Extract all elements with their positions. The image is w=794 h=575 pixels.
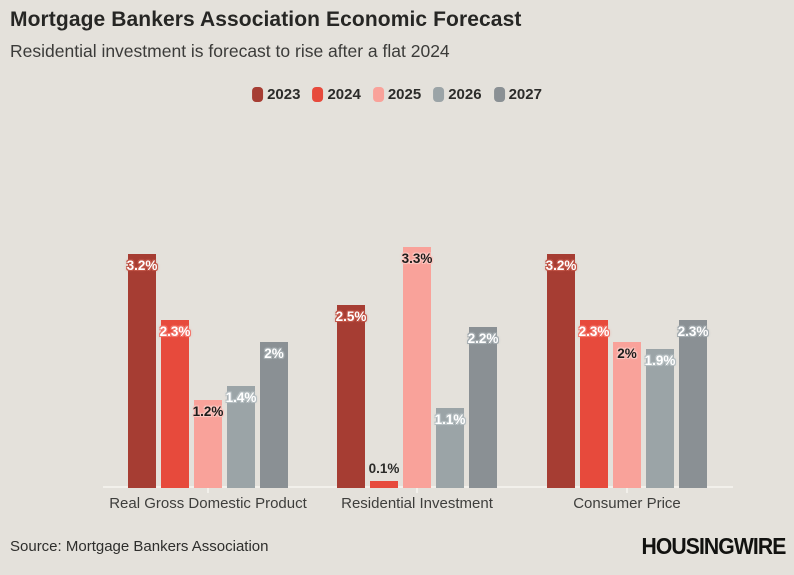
bar-value-label: 2.3% — [677, 324, 709, 339]
bar-value-label: 2.2% — [467, 331, 499, 346]
bar-2024-consumer-price — [580, 320, 608, 488]
bar-value-label: 1.9% — [644, 353, 676, 368]
bar-2024-residential-investment — [370, 481, 398, 488]
bar-value-label: 3.2% — [545, 258, 577, 273]
legend-year-label: 2025 — [387, 86, 422, 103]
legend-swatch — [433, 87, 445, 102]
bar-2023-residential-investment — [337, 305, 365, 488]
bar-2023-consumer-price — [547, 254, 575, 488]
bar-2027-residential-investment — [469, 327, 497, 488]
bar-value-label: 1.1% — [434, 412, 466, 427]
source-attribution: Source: Mortgage Bankers Association — [10, 538, 269, 555]
legend-item-2025: 2025 — [372, 86, 422, 103]
x-axis-tick — [207, 488, 209, 493]
legend-item-2023: 2023 — [252, 86, 300, 103]
legend-swatch — [493, 87, 505, 102]
legend-year-label: 2027 — [508, 86, 542, 103]
category-label-residential-investment: Residential Investment — [341, 495, 493, 512]
legend-year-label: 2024 — [327, 86, 361, 103]
legend-year-label: 2026 — [448, 86, 482, 103]
bar-value-label: 1.2% — [192, 404, 224, 419]
bar-2027-real-gross-domestic-product — [260, 342, 288, 488]
chart-subtitle: Residential investment is forecast to ri… — [10, 41, 450, 61]
bar-2026-real-gross-domestic-product — [227, 386, 255, 488]
legend-swatch — [252, 87, 264, 102]
bar-value-label: 2% — [264, 346, 284, 361]
bar-2025-residential-investment — [403, 247, 431, 488]
legend: 2023 2024 2025 2026 2027 — [252, 86, 542, 103]
legend-item-2024: 2024 — [312, 86, 361, 103]
x-axis-tick — [626, 488, 628, 493]
bar-value-label: 1.4% — [225, 390, 257, 405]
bar-2025-consumer-price — [613, 342, 641, 488]
category-label-real-gross-domestic-product: Real Gross Domestic Product — [109, 495, 307, 512]
bar-value-label: 2.3% — [159, 324, 191, 339]
bar-2026-consumer-price — [646, 349, 674, 488]
bar-value-label: 2.5% — [335, 309, 367, 324]
bar-2027-consumer-price — [679, 320, 707, 488]
chart-title: Mortgage Bankers Association Economic Fo… — [10, 8, 522, 31]
housingwire-logo: HOUSINGWIRE — [641, 533, 786, 559]
bar-value-label: 0.1% — [368, 461, 400, 476]
category-label-consumer-price: Consumer Price — [573, 495, 681, 512]
legend-swatch — [312, 87, 324, 102]
bar-value-label: 3.3% — [401, 251, 433, 266]
bar-2024-real-gross-domestic-product — [161, 320, 189, 488]
legend-item-2026: 2026 — [433, 86, 482, 103]
bar-2025-real-gross-domestic-product — [194, 400, 222, 488]
bar-value-label: 2.3% — [578, 324, 610, 339]
bar-value-label: 2% — [617, 346, 637, 361]
bar-value-label: 3.2% — [126, 258, 158, 273]
legend-swatch — [372, 87, 384, 102]
legend-item-2027: 2027 — [493, 86, 542, 103]
bar-2026-residential-investment — [436, 408, 464, 488]
x-axis-tick — [416, 488, 418, 493]
bar-2023-real-gross-domestic-product — [128, 254, 156, 488]
legend-year-label: 2023 — [267, 86, 301, 103]
